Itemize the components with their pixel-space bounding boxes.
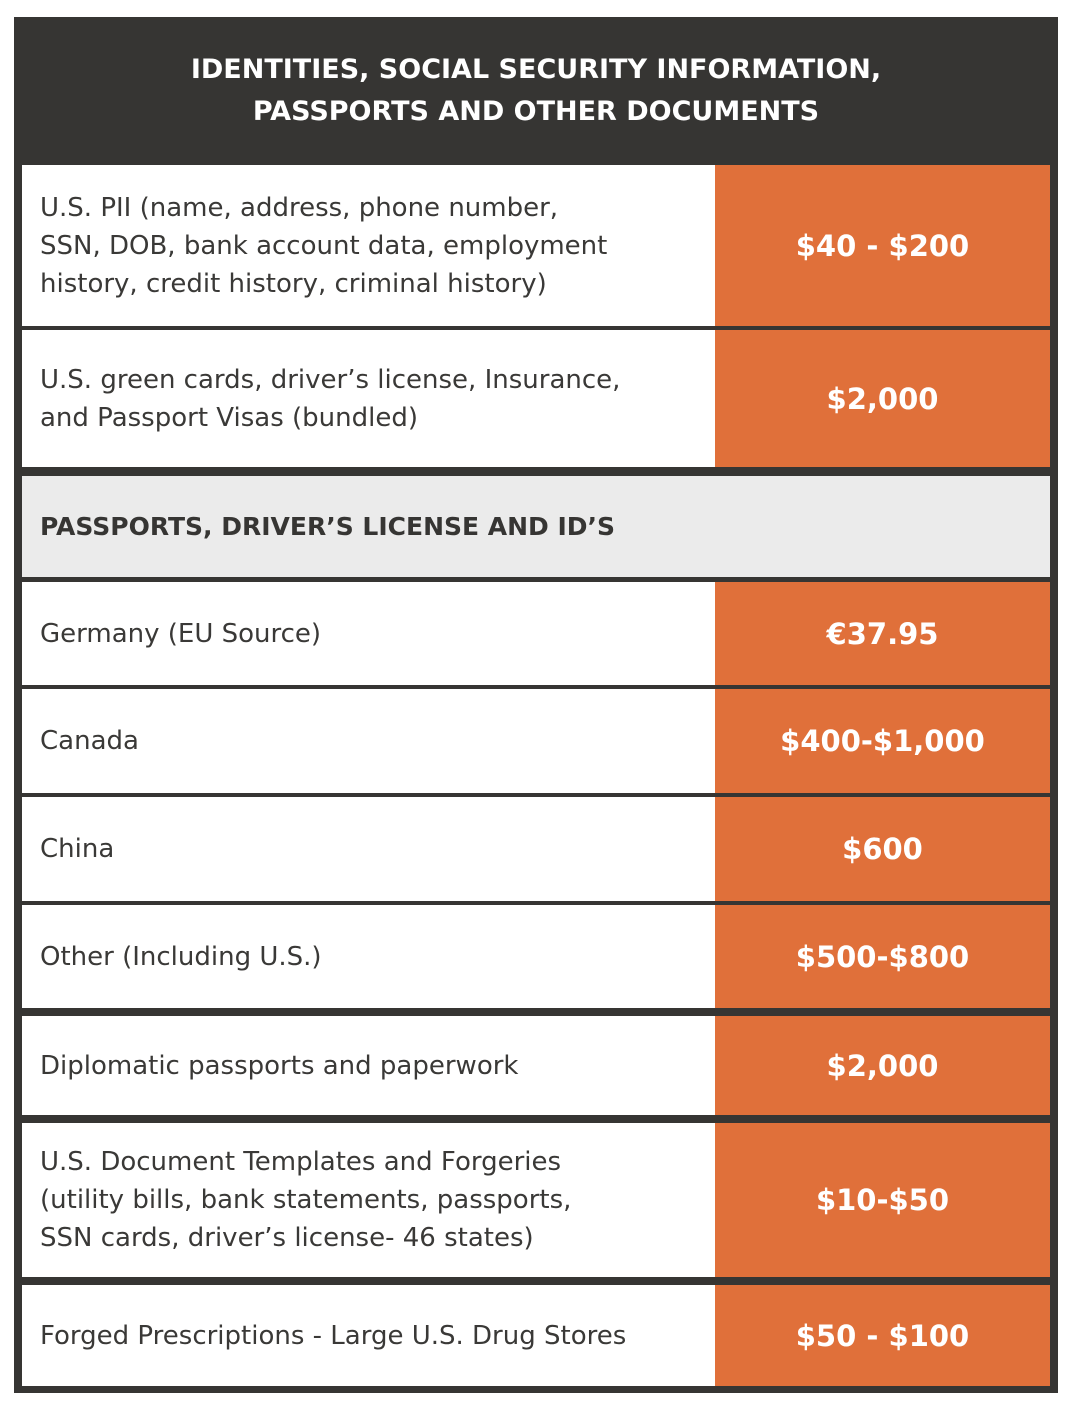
table-row: U.S. green cards, driver’s license, Insu… [22, 330, 1050, 467]
section-header: PASSPORTS, DRIVER’S LICENSE AND ID’S [22, 476, 1050, 577]
header-title-line-2: PASSPORTS AND OTHER DOCUMENTS [252, 96, 820, 127]
row-price: $40 - $200 [715, 165, 1050, 326]
row-price: $500-$800 [715, 905, 1050, 1008]
row-label-line: U.S. PII (name, address, phone number, [40, 192, 559, 223]
table-row: Canada $400-$1,000 [22, 689, 1050, 793]
row-label: Germany (EU Source) [22, 582, 715, 685]
row-price: €37.95 [715, 582, 1050, 685]
price-table: IDENTITIES, SOCIAL SECURITY INFORMATION,… [14, 17, 1058, 1393]
table-row: U.S. Document Templates and Forgeries (u… [22, 1123, 1050, 1277]
row-label-line: Diplomatic passports and paperwork [40, 1050, 519, 1081]
row-label-line: U.S. Document Templates and Forgeries [40, 1147, 562, 1177]
row-price: $400-$1,000 [715, 689, 1050, 793]
row-label: U.S. Document Templates and Forgeries (u… [22, 1123, 715, 1277]
table-row: U.S. PII (name, address, phone number, S… [22, 165, 1050, 326]
section-title: PASSPORTS, DRIVER’S LICENSE AND ID’S [40, 512, 616, 541]
row-label-line: history, credit history, criminal histor… [40, 268, 547, 299]
table-row: Other (Including U.S.) $500-$800 [22, 905, 1050, 1008]
row-label-line: and Passport Visas (bundled) [40, 402, 418, 433]
row-price: $600 [715, 797, 1050, 901]
row-label-line: (utility bills, bank statements, passpor… [40, 1185, 572, 1215]
row-label: Other (Including U.S.) [22, 905, 715, 1008]
row-label-line: SSN, DOB, bank account data, employment [40, 230, 608, 261]
row-price: $2,000 [715, 330, 1050, 467]
row-label-line: Other (Including U.S.) [40, 941, 322, 972]
row-label-line: China [40, 834, 115, 864]
table-row: Germany (EU Source) €37.95 [22, 582, 1050, 685]
row-label-line: SSN cards, driver’s license- 46 states) [40, 1223, 534, 1253]
row-label: U.S. PII (name, address, phone number, S… [22, 165, 715, 326]
row-label-line: Forged Prescriptions - Large U.S. Drug S… [40, 1320, 627, 1351]
row-label: Diplomatic passports and paperwork [22, 1016, 715, 1115]
row-label: Canada [22, 689, 715, 793]
row-label-line: Germany (EU Source) [40, 618, 322, 649]
row-label: U.S. green cards, driver’s license, Insu… [22, 330, 715, 467]
table-row: China $600 [22, 797, 1050, 901]
header-title-line-1: IDENTITIES, SOCIAL SECURITY INFORMATION, [190, 54, 882, 85]
row-price: $50 - $100 [715, 1285, 1050, 1386]
row-label-line: Canada [40, 726, 139, 756]
row-label: China [22, 797, 715, 901]
table-row: Forged Prescriptions - Large U.S. Drug S… [22, 1285, 1050, 1386]
table-row: Diplomatic passports and paperwork $2,00… [22, 1016, 1050, 1115]
row-price: $10-$50 [715, 1123, 1050, 1277]
row-label-line: U.S. green cards, driver’s license, Insu… [40, 364, 621, 395]
row-label: Forged Prescriptions - Large U.S. Drug S… [22, 1285, 715, 1386]
table-header: IDENTITIES, SOCIAL SECURITY INFORMATION,… [14, 17, 1058, 165]
row-price: $2,000 [715, 1016, 1050, 1115]
